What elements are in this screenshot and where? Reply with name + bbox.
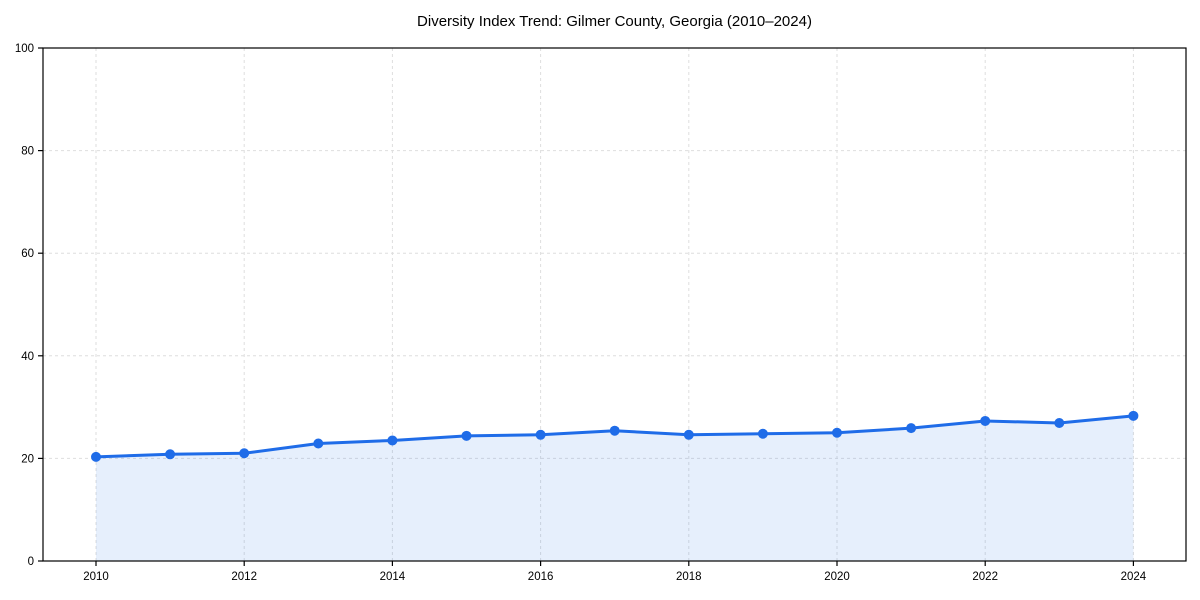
y-tick-label-100: 100: [15, 43, 34, 55]
y-tick-label-80: 80: [21, 146, 34, 158]
data-point-2014: [387, 435, 398, 446]
x-tick-label-2012: 2012: [231, 571, 257, 583]
chart-title: Diversity Index Trend: Gilmer County, Ge…: [417, 13, 812, 30]
x-tick-label-2024: 2024: [1121, 571, 1147, 583]
data-point-2021: [906, 423, 917, 434]
x-tick-label-2010: 2010: [83, 571, 109, 583]
data-point-2012: [239, 448, 250, 459]
data-point-2019: [757, 428, 768, 439]
y-tick-label-20: 20: [21, 453, 34, 465]
x-tick-label-2022: 2022: [972, 571, 998, 583]
data-point-2015: [461, 430, 472, 441]
y-tick-label-40: 40: [21, 351, 34, 363]
data-point-2023: [1054, 418, 1065, 429]
data-point-2018: [683, 429, 694, 440]
data-point-2020: [832, 427, 842, 438]
x-tick-label-2020: 2020: [824, 571, 850, 583]
data-point-2024: [1128, 410, 1139, 421]
data-point-2011: [165, 449, 176, 460]
y-tick-label-0: 0: [28, 556, 34, 568]
plot-border: [42, 47, 1187, 562]
data-point-2016: [535, 429, 546, 440]
x-tick-label-2018: 2018: [676, 571, 702, 583]
x-tick-label-2014: 2014: [380, 571, 406, 583]
y-tick-label-60: 60: [21, 248, 34, 260]
data-point-2010: [91, 451, 101, 462]
trend-area: [96, 415, 1134, 561]
x-tick-label-2016: 2016: [528, 571, 554, 583]
data-point-2022: [980, 415, 991, 426]
data-point-2017: [609, 425, 620, 436]
data-point-2013: [313, 438, 324, 449]
